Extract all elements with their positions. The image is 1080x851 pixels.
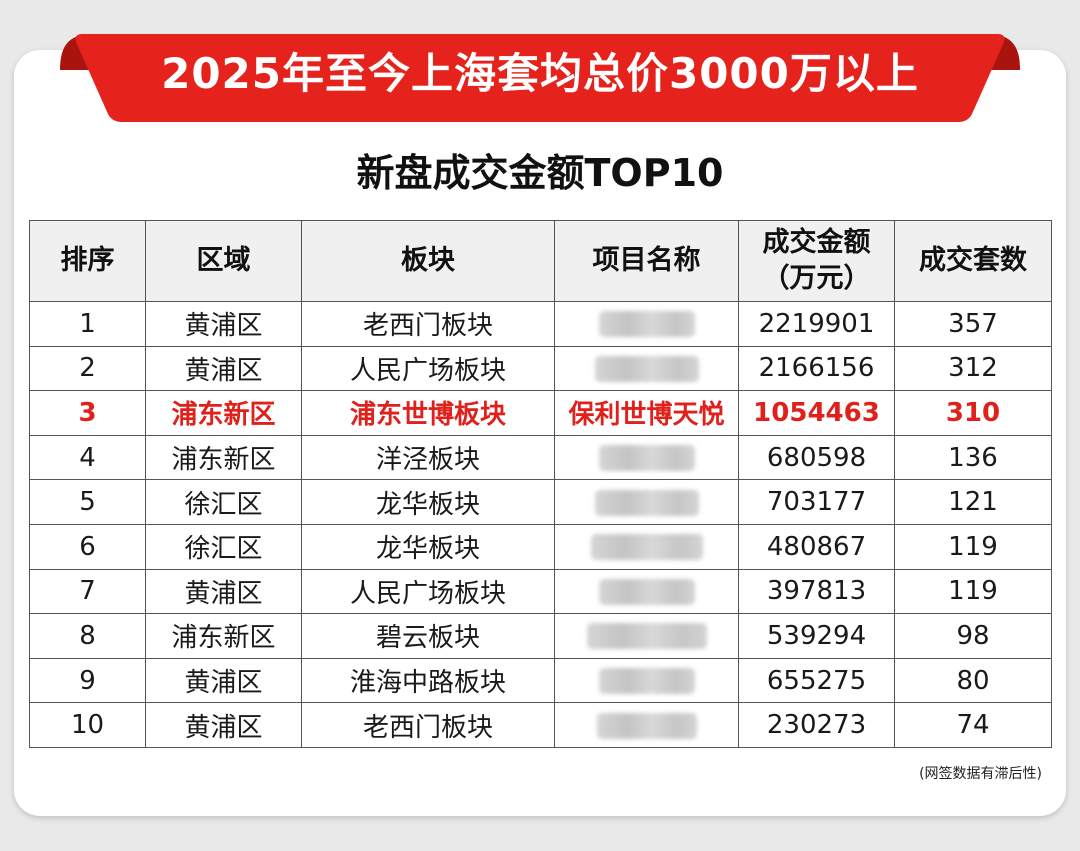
cell-block: 龙华板块	[301, 479, 555, 525]
cell-amount: 2166156	[738, 345, 895, 392]
header-amount: 成交金额 （万元）	[738, 220, 895, 302]
cell-project	[554, 523, 739, 570]
cell-block: 老西门板块	[301, 301, 555, 347]
cell-block: 浦东世博板块	[301, 390, 555, 436]
cell-district: 徐汇区	[145, 523, 302, 570]
cell-district: 浦东新区	[145, 434, 302, 481]
cell-district: 黄浦区	[145, 657, 302, 704]
cell-rank: 2	[29, 345, 146, 392]
cell-district: 黄浦区	[145, 301, 302, 347]
cell-amount: 397813	[738, 568, 895, 615]
cell-block: 老西门板块	[301, 702, 555, 748]
cell-amount: 480867	[738, 523, 895, 570]
table-header-row: 排序 区域 板块 项目名称 成交金额 （万元） 成交套数	[29, 220, 1052, 302]
cell-block: 人民广场板块	[301, 568, 555, 615]
cell-units: 312	[894, 345, 1052, 392]
blurred-project-name	[590, 534, 703, 561]
cell-units: 310	[894, 390, 1052, 436]
blurred-project-name	[598, 311, 695, 338]
blurred-project-name	[596, 712, 697, 739]
table-row: 5 徐汇区 龙华板块 703177 121	[29, 479, 1052, 525]
cell-rank: 7	[29, 568, 146, 615]
blurred-project-name	[598, 578, 695, 605]
cell-units: 121	[894, 479, 1052, 525]
header-project: 项目名称	[554, 220, 739, 302]
cell-project: 保利世博天悦	[554, 390, 739, 436]
cell-units: 119	[894, 523, 1052, 570]
cell-project	[554, 613, 739, 659]
cell-rank: 6	[29, 523, 146, 570]
cell-project	[554, 702, 739, 748]
cell-project	[554, 434, 739, 481]
cell-rank: 3	[29, 390, 146, 436]
cell-district: 浦东新区	[145, 390, 302, 436]
cell-rank: 10	[29, 702, 146, 748]
cell-project	[554, 568, 739, 615]
cell-project	[554, 345, 739, 392]
table-row: 10 黄浦区 老西门板块 230273 74	[29, 702, 1052, 748]
blurred-project-name	[586, 623, 707, 650]
blurred-project-name	[594, 355, 699, 382]
table-row: 7 黄浦区 人民广场板块 397813 119	[29, 568, 1052, 615]
cell-rank: 1	[29, 301, 146, 347]
cell-units: 119	[894, 568, 1052, 615]
cell-district: 黄浦区	[145, 702, 302, 748]
cell-rank: 8	[29, 613, 146, 659]
cell-amount: 680598	[738, 434, 895, 481]
table-body: 1 黄浦区 老西门板块 2219901 357 2 黄浦区 人民广场板块 2166156 312 3…	[29, 301, 1052, 748]
table-row: 9 黄浦区 淮海中路板块 655275 80	[29, 657, 1052, 704]
cell-district: 徐汇区	[145, 479, 302, 525]
cell-amount: 703177	[738, 479, 895, 525]
table-row: 8 浦东新区 碧云板块 539294 98	[29, 613, 1052, 659]
cell-rank: 5	[29, 479, 146, 525]
cell-project	[554, 479, 739, 525]
cell-units: 74	[894, 702, 1052, 748]
table-row: 3 浦东新区 浦东世博板块 保利世博天悦 1054463 310	[29, 390, 1052, 436]
cell-units: 357	[894, 301, 1052, 347]
page-subtitle: 新盘成交金额TOP10	[356, 151, 724, 195]
cell-amount: 1054463	[738, 390, 895, 436]
table-row: 4 浦东新区 洋泾板块 680598 136	[29, 434, 1052, 481]
cell-project	[554, 301, 739, 347]
blurred-project-name	[594, 489, 699, 516]
cell-amount: 230273	[738, 702, 895, 748]
cell-block: 龙华板块	[301, 523, 555, 570]
cell-block: 碧云板块	[301, 613, 555, 659]
cell-units: 98	[894, 613, 1052, 659]
header-rank: 排序	[29, 220, 146, 302]
blurred-project-name	[598, 668, 695, 695]
banner-ribbon-shape	[60, 34, 1020, 122]
cell-rank: 4	[29, 434, 146, 481]
cell-rank: 9	[29, 657, 146, 704]
header-district: 区域	[145, 220, 302, 302]
title-banner: 2025年至今上海套均总价3000万以上	[60, 30, 1020, 124]
cell-block: 人民广场板块	[301, 345, 555, 392]
footnote: (网签数据有滞后性)	[919, 766, 1042, 782]
cell-district: 黄浦区	[145, 568, 302, 615]
cell-units: 136	[894, 434, 1052, 481]
table-row: 2 黄浦区 人民广场板块 2166156 312	[29, 345, 1052, 392]
cell-block: 洋泾板块	[301, 434, 555, 481]
ranking-table: 排序 区域 板块 项目名称 成交金额 （万元） 成交套数 1 黄浦区 老西门板块 22…	[29, 220, 1052, 748]
blurred-project-name	[598, 445, 695, 472]
cell-amount: 655275	[738, 657, 895, 704]
cell-district: 黄浦区	[145, 345, 302, 392]
header-units: 成交套数	[894, 220, 1052, 302]
cell-district: 浦东新区	[145, 613, 302, 659]
cell-amount: 2219901	[738, 301, 895, 347]
cell-block: 淮海中路板块	[301, 657, 555, 704]
cell-project	[554, 657, 739, 704]
banner-title: 2025年至今上海套均总价3000万以上	[161, 49, 919, 98]
table-row: 1 黄浦区 老西门板块 2219901 357	[29, 301, 1052, 347]
table-row: 6 徐汇区 龙华板块 480867 119	[29, 523, 1052, 570]
cell-amount: 539294	[738, 613, 895, 659]
header-block: 板块	[301, 220, 555, 302]
cell-units: 80	[894, 657, 1052, 704]
